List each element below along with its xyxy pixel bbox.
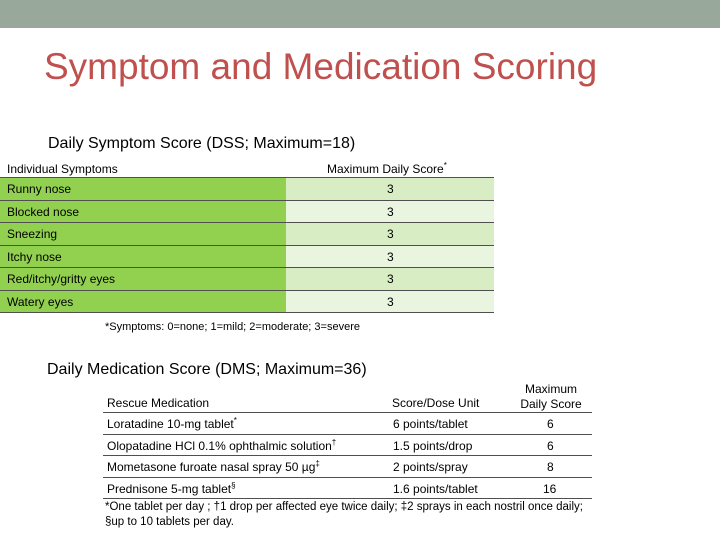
dms-col-medication-header: Rescue Medication: [107, 396, 210, 410]
dss-col-score-mark: *: [443, 161, 447, 170]
dms-medication-mark: *: [233, 416, 237, 425]
dms-unit: 2 points/spray: [393, 460, 468, 474]
dms-col-max-header: Maximum Daily Score: [510, 382, 592, 411]
dss-score-cell: 3: [286, 223, 494, 245]
dss-score-cell: 3: [286, 245, 494, 267]
dms-row: Olopatadine HCl 0.1% ophthalmic solution…: [103, 434, 592, 456]
dss-symptom-cell: Sneezing: [0, 223, 286, 245]
dms-unit: 6 points/tablet: [393, 417, 468, 431]
dss-col-score-label: Maximum Daily Score: [327, 162, 444, 176]
dms-max-score: 6: [547, 417, 554, 431]
dss-score-cell: 3: [286, 290, 494, 312]
dss-symptom-cell: Red/itchy/gritty eyes: [0, 268, 286, 290]
dss-symptom-cell: Runny nose: [0, 178, 286, 200]
dss-col-symptoms-header: Individual Symptoms: [7, 162, 118, 176]
dms-unit: 1.5 points/drop: [393, 438, 473, 453]
dms-medication-name: Olopatadine HCl 0.1% ophthalmic solution: [107, 438, 332, 453]
dss-score-cell: 3: [286, 200, 494, 222]
dss-symptom-cell: Watery eyes: [0, 290, 286, 312]
dss-footnote: *Symptoms: 0=none; 1=mild; 2=moderate; 3…: [105, 321, 360, 333]
dss-col-score-header: Maximum Daily Score*: [327, 161, 447, 177]
dms-medication: Olopatadine HCl 0.1% ophthalmic solution…: [107, 437, 337, 453]
dss-score: 3: [387, 227, 394, 241]
dss-symptom: Watery eyes: [7, 294, 74, 309]
dms-medication-name: Prednisone 5-mg tablet: [107, 481, 232, 496]
dss-row: Itchy nose 3: [0, 245, 494, 268]
dss-score: 3: [387, 182, 394, 196]
dms-medication-name: Loratadine 10-mg tablet: [107, 417, 234, 431]
dss-score: 3: [387, 294, 394, 309]
dms-max-score: 8: [547, 460, 554, 474]
dss-symptom: Runny nose: [7, 182, 72, 196]
dss-symptom-cell: Blocked nose: [0, 200, 286, 222]
dss-score-cell: 3: [286, 178, 494, 200]
top-banner: [0, 0, 720, 28]
dss-symptom: Blocked nose: [7, 204, 80, 219]
dss-top-rule: [0, 177, 494, 179]
dms-row: Loratadine 10-mg tablet* 6 points/tablet 6: [103, 413, 592, 435]
dss-row: Runny nose 3: [0, 178, 494, 201]
dss-row: Sneezing 3: [0, 223, 494, 246]
dms-unit: 1.6 points/tablet: [393, 481, 478, 496]
dss-symptom-cell: Itchy nose: [0, 245, 286, 267]
dss-score: 3: [387, 272, 394, 286]
dms-medication-mark: §: [231, 480, 236, 490]
dms-footnote: *One tablet per day ; †1 drop per affect…: [105, 501, 583, 528]
dms-medication: Prednisone 5-mg tablet§: [107, 480, 236, 496]
dss-symptom: Sneezing: [7, 227, 58, 241]
dms-row: Mometasone furoate nasal spray 50 µg‡ 2 p…: [103, 456, 592, 478]
dms-row: Prednisone 5-mg tablet§ 1.6 points/tablet…: [103, 477, 592, 499]
dms-max-score: 6: [547, 438, 554, 453]
dss-row: Watery eyes 3: [0, 290, 494, 313]
dms-table: Loratadine 10-mg tablet* 6 points/tablet 6…: [103, 413, 592, 499]
dss-symptom: Itchy nose: [7, 249, 62, 264]
dms-max-score: 16: [543, 481, 557, 496]
dms-col-unit-header: Score/Dose Unit: [392, 396, 480, 410]
dss-heading: Daily Symptom Score (DSS; Maximum=18): [48, 135, 356, 152]
dms-col-max-line2: Daily Score: [520, 397, 582, 411]
dss-symptom: Red/itchy/gritty eyes: [7, 272, 116, 286]
dms-medication: Loratadine 10-mg tablet*: [107, 416, 237, 432]
dss-score: 3: [387, 204, 394, 219]
dms-medication: Mometasone furoate nasal spray 50 µg‡: [107, 459, 320, 475]
dss-table: Runny nose 3 Blocked nose 3 Sneezing 3 Itchy n…: [0, 178, 494, 313]
dms-medication-mark: †: [331, 437, 337, 447]
dss-score-cell: 3: [286, 268, 494, 290]
dss-score: 3: [387, 249, 394, 264]
dss-row: Blocked nose 3: [0, 200, 494, 223]
dms-top-rule: [103, 412, 592, 414]
dms-heading: Daily Medication Score (DMS; Maximum=36): [47, 361, 367, 378]
page-title: Symptom and Medication Scoring: [44, 46, 598, 87]
dms-col-max-line1: Maximum: [524, 382, 577, 396]
dss-row: Red/itchy/gritty eyes 3: [0, 268, 494, 291]
dms-medication-mark: ‡: [315, 459, 320, 468]
dms-medication-name: Mometasone furoate nasal spray 50 µg: [107, 460, 316, 474]
